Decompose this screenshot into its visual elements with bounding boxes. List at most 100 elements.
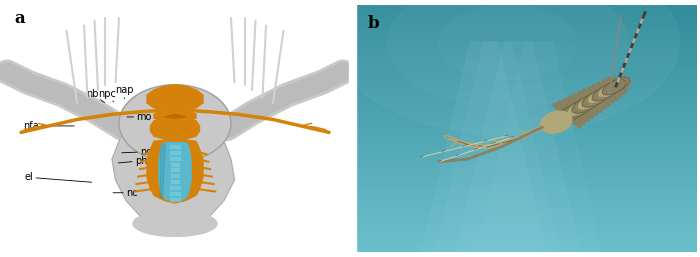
Bar <box>354 59 696 62</box>
Bar <box>354 240 696 242</box>
Bar <box>354 151 696 153</box>
Polygon shape <box>573 102 589 121</box>
Polygon shape <box>605 81 626 93</box>
Polygon shape <box>608 77 626 92</box>
Polygon shape <box>607 80 626 93</box>
Polygon shape <box>598 82 614 99</box>
Polygon shape <box>608 77 628 90</box>
Polygon shape <box>563 99 581 117</box>
Bar <box>354 175 696 178</box>
Polygon shape <box>615 76 626 93</box>
Bar <box>354 153 696 156</box>
Bar <box>354 124 696 126</box>
Polygon shape <box>621 77 622 96</box>
Polygon shape <box>608 77 623 94</box>
Bar <box>354 91 696 94</box>
Bar <box>354 40 696 42</box>
Polygon shape <box>624 75 626 93</box>
Polygon shape <box>477 42 601 252</box>
Polygon shape <box>576 100 598 115</box>
Bar <box>354 200 696 203</box>
Polygon shape <box>605 81 622 96</box>
Polygon shape <box>582 89 603 105</box>
Bar <box>354 42 696 45</box>
Ellipse shape <box>540 111 572 133</box>
Bar <box>354 190 696 193</box>
Polygon shape <box>558 101 586 112</box>
Bar <box>354 143 696 146</box>
Polygon shape <box>597 89 606 109</box>
Polygon shape <box>584 103 585 124</box>
Polygon shape <box>603 80 628 87</box>
Polygon shape <box>587 87 601 106</box>
Bar <box>354 163 696 166</box>
Polygon shape <box>164 114 186 118</box>
Polygon shape <box>596 91 602 112</box>
Polygon shape <box>588 97 594 118</box>
Ellipse shape <box>587 85 618 104</box>
Polygon shape <box>593 92 602 112</box>
Bar <box>354 47 696 50</box>
Polygon shape <box>150 120 200 141</box>
Ellipse shape <box>567 94 601 116</box>
Bar <box>354 166 696 168</box>
Polygon shape <box>553 104 577 119</box>
Polygon shape <box>559 111 581 127</box>
Polygon shape <box>582 89 600 107</box>
Polygon shape <box>598 82 624 89</box>
Polygon shape <box>608 86 610 106</box>
Polygon shape <box>582 89 597 108</box>
Polygon shape <box>578 99 594 118</box>
Polygon shape <box>572 103 594 118</box>
Bar <box>354 87 696 89</box>
Polygon shape <box>578 92 600 106</box>
Bar <box>354 15 696 17</box>
Polygon shape <box>568 96 589 113</box>
Text: el: el <box>25 172 92 182</box>
Polygon shape <box>147 85 203 111</box>
Polygon shape <box>160 144 165 199</box>
Polygon shape <box>576 103 585 124</box>
Polygon shape <box>569 105 585 124</box>
Polygon shape <box>582 89 610 97</box>
Polygon shape <box>601 86 610 106</box>
Polygon shape <box>593 85 606 103</box>
Polygon shape <box>563 99 592 106</box>
Text: nfa: nfa <box>22 121 74 131</box>
Polygon shape <box>610 78 627 93</box>
Polygon shape <box>622 75 626 93</box>
Text: nop: nop <box>122 147 158 157</box>
Polygon shape <box>587 87 612 99</box>
Bar <box>354 57 696 59</box>
Bar <box>354 84 696 87</box>
Bar <box>354 114 696 116</box>
Bar <box>354 249 696 252</box>
Bar <box>354 232 696 235</box>
Bar <box>354 220 696 222</box>
Bar <box>354 69 696 72</box>
Polygon shape <box>568 96 586 115</box>
Polygon shape <box>593 85 609 102</box>
Polygon shape <box>577 101 589 121</box>
Polygon shape <box>610 81 618 100</box>
Ellipse shape <box>547 104 585 128</box>
Bar <box>354 173 696 175</box>
Polygon shape <box>593 85 614 98</box>
Polygon shape <box>422 42 545 252</box>
Polygon shape <box>568 96 593 109</box>
Polygon shape <box>573 94 598 106</box>
Polygon shape <box>560 110 585 124</box>
Polygon shape <box>587 87 610 101</box>
Polygon shape <box>563 99 587 114</box>
Polygon shape <box>608 77 633 84</box>
Polygon shape <box>593 85 612 100</box>
Polygon shape <box>592 90 614 103</box>
Polygon shape <box>573 94 590 112</box>
Bar <box>354 62 696 64</box>
Bar <box>354 158 696 161</box>
Polygon shape <box>563 108 585 124</box>
Polygon shape <box>567 105 589 121</box>
Bar <box>354 205 696 207</box>
Polygon shape <box>553 104 572 123</box>
Bar <box>354 168 696 170</box>
